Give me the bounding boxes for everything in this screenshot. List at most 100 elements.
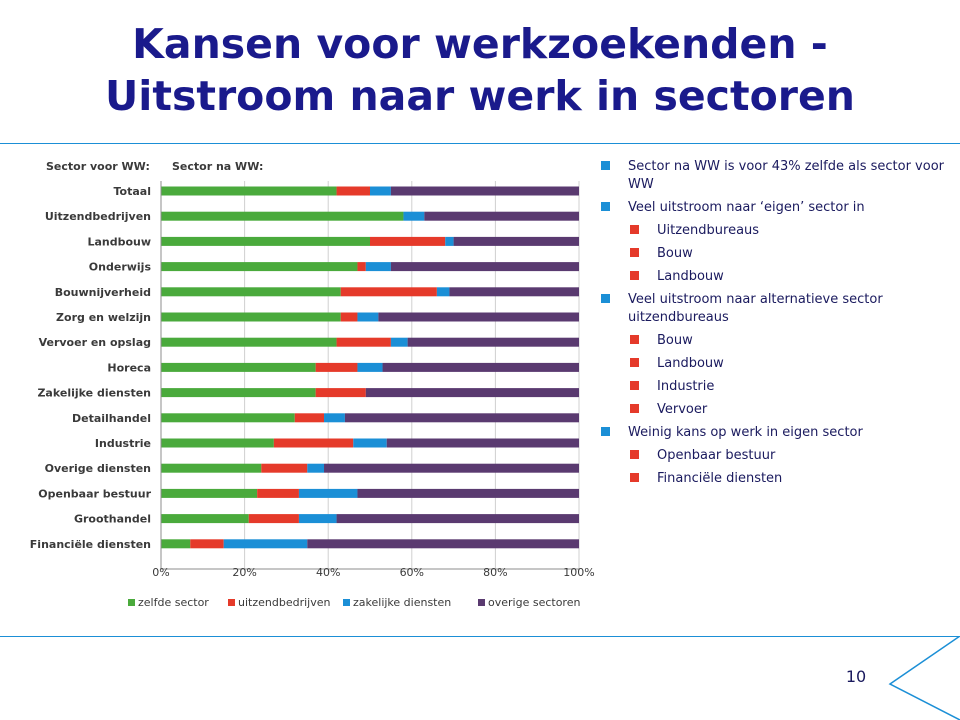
bullet-text: Bouw <box>657 246 693 261</box>
bullet-item: Bouw <box>600 245 950 263</box>
bar-segment <box>370 186 391 196</box>
bar-segment <box>365 388 579 398</box>
legend-swatch <box>343 599 350 606</box>
bullet-item: Industrie <box>600 378 950 396</box>
bar-segment <box>161 287 341 297</box>
legend-label: overige sectoren <box>488 596 580 609</box>
bar-segment <box>161 211 404 221</box>
bullet-item: Vervoer <box>600 401 950 419</box>
bottom-divider <box>0 636 960 637</box>
category-label: Zakelijke diensten <box>37 387 151 400</box>
bullet-text: Weinig kans op werk in eigen sector <box>628 425 863 440</box>
bar-segment <box>407 337 579 347</box>
bar-segment <box>445 236 454 246</box>
bar-segment <box>248 514 299 524</box>
legend-label: uitzendbedrijven <box>238 596 330 609</box>
bullet-item: Landbouw <box>600 268 950 286</box>
category-label: Vervoer en opslag <box>39 336 151 349</box>
category-label: Overige diensten <box>45 462 151 475</box>
bar-segment <box>161 488 258 498</box>
bullet-item: Weinig kans op werk in eigen sector <box>600 424 950 442</box>
legend-swatch <box>128 599 135 606</box>
bar-segment <box>453 236 579 246</box>
legend-swatch <box>228 599 235 606</box>
bar-segment <box>161 388 316 398</box>
bullet-item: Veel uitstroom naar alternatieve sector … <box>600 291 950 327</box>
bullet-square-icon <box>630 225 639 234</box>
bar-segment <box>336 514 579 524</box>
bar-segment <box>161 514 249 524</box>
bar-segment <box>315 388 366 398</box>
x-tick-label: 100% <box>563 566 594 579</box>
bullet-square-icon <box>601 202 610 211</box>
bar-segment <box>315 362 358 372</box>
bar-segment <box>353 438 387 448</box>
category-label: Bouwnijverheid <box>55 286 151 299</box>
bar-segment <box>190 539 224 549</box>
bar-segment <box>386 438 579 448</box>
category-label: Uitzendbedrijven <box>45 210 151 223</box>
bullet-item: Openbaar bestuur <box>600 447 950 465</box>
bar-segment <box>436 287 450 297</box>
page-title: Kansen voor werkzoekenden - Uitstroom na… <box>0 18 960 122</box>
bullet-text: Openbaar bestuur <box>657 448 776 463</box>
category-label: Onderwijs <box>89 261 152 274</box>
bullet-text: Bouw <box>657 333 693 348</box>
title-line-2: Uitstroom naar werk in sectoren <box>105 72 855 120</box>
stacked-bar-chart: Sector voor WW: Sector na WW: Totaal Uitzen… <box>30 160 595 609</box>
bar-segment <box>365 262 391 272</box>
bar-segment <box>390 262 579 272</box>
bar-segment <box>161 413 295 423</box>
bullet-square-icon <box>630 335 639 344</box>
bullet-item: Landbouw <box>600 355 950 373</box>
header-right: Sector na WW: <box>172 160 263 173</box>
bar-segment <box>336 186 370 196</box>
bar-segment <box>357 312 379 322</box>
bar-segment <box>403 211 425 221</box>
bullet-list: Sector na WW is voor 43% zelfde als sect… <box>600 158 950 493</box>
bar-segment <box>257 488 299 498</box>
bar-segment <box>390 337 408 347</box>
category-label: Totaal <box>114 185 151 198</box>
bullet-square-icon <box>630 358 639 367</box>
bullet-text: Veel uitstroom naar ‘eigen’ sector in <box>628 200 865 215</box>
bar-segment <box>307 463 325 473</box>
bar-segment <box>324 463 579 473</box>
legend-label: zakelijke diensten <box>353 596 451 609</box>
bar-segment <box>261 463 308 473</box>
bar-segment <box>424 211 579 221</box>
bullet-text: Landbouw <box>657 356 724 371</box>
bar-segment <box>344 413 579 423</box>
bullet-item: Uitzendbureaus <box>600 222 950 240</box>
category-label: Industrie <box>95 437 151 450</box>
bar-segment <box>378 312 579 322</box>
bar-segment <box>340 312 358 322</box>
bullet-item: Financiële diensten <box>600 470 950 488</box>
bar-segment <box>298 488 358 498</box>
bar-segment <box>449 287 579 297</box>
bullet-square-icon <box>630 473 639 482</box>
bullet-text: Sector na WW is voor 43% zelfde als sect… <box>628 159 944 192</box>
bar-segment <box>161 337 337 347</box>
bar-segment <box>161 539 191 549</box>
page-number: 10 <box>845 667 867 686</box>
legend-label: zelfde sector <box>138 596 209 609</box>
bar-segment <box>273 438 354 448</box>
bar-segment <box>357 488 579 498</box>
bar-segment <box>294 413 325 423</box>
bar-segment <box>161 262 358 272</box>
bar-segment <box>298 514 337 524</box>
bar-segment <box>370 236 446 246</box>
bullet-item: Sector na WW is voor 43% zelfde als sect… <box>600 158 950 194</box>
x-tick-label: 0% <box>152 566 169 579</box>
top-divider <box>0 143 960 144</box>
category-label: Zorg en welzijn <box>56 311 151 324</box>
category-label: Detailhandel <box>72 412 151 425</box>
bar-segment <box>336 337 391 347</box>
bullet-square-icon <box>630 271 639 280</box>
category-label: Groothandel <box>74 513 151 526</box>
bar-segment <box>357 362 383 372</box>
bar-segment <box>307 539 579 549</box>
bar-segment <box>390 186 579 196</box>
category-label: Horeca <box>107 361 151 374</box>
